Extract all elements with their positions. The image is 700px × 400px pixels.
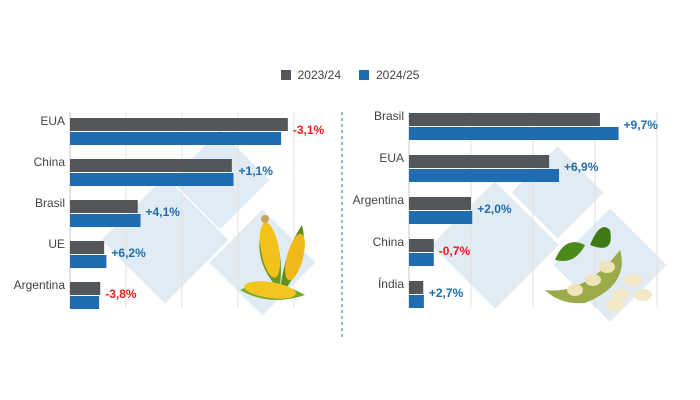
category-label: UE [48, 237, 65, 251]
category-label: Argentina [353, 193, 405, 207]
bar-2024-25 [70, 173, 234, 186]
data-label: +1,1% [239, 164, 274, 178]
bar-2023-24 [70, 159, 232, 172]
bar-2023-24 [409, 197, 471, 210]
bar-2024-25 [409, 253, 434, 266]
category-label: EUA [379, 151, 404, 165]
bar-2024-25 [409, 211, 473, 224]
corn-icon [240, 215, 305, 300]
bar-2024-25 [409, 169, 560, 182]
category-label: Brasil [35, 196, 65, 210]
bar-2023-24 [409, 239, 434, 252]
bar-2023-24 [70, 241, 105, 254]
legend-item-2023-24[interactable]: 2023/24 [280, 68, 341, 82]
data-label: +6,9% [564, 160, 599, 174]
bar-2024-25 [409, 295, 424, 308]
legend: 2023/24 2024/25 [0, 68, 700, 82]
legend-label: 2023/24 [297, 68, 341, 82]
bar-2023-24 [409, 281, 424, 294]
bar-2023-24 [409, 155, 550, 168]
legend-swatch [359, 70, 369, 80]
bar-2024-25 [70, 132, 282, 145]
data-label: -3,8% [105, 287, 137, 301]
category-label: Brasil [374, 109, 404, 123]
data-label: +2,0% [477, 202, 512, 216]
category-label: China [373, 235, 405, 249]
bar-2024-25 [70, 296, 100, 309]
category-label: Índia [378, 276, 404, 291]
data-label: -3,1% [293, 123, 325, 137]
bar-2023-24 [70, 200, 138, 213]
category-label: Argentina [14, 278, 66, 292]
bar-2024-25 [409, 127, 619, 140]
category-label: China [34, 155, 66, 169]
data-label: +6,2% [111, 246, 146, 260]
legend-swatch [280, 70, 291, 80]
data-label: +2,7% [429, 286, 464, 300]
category-label: EUA [40, 114, 65, 128]
data-label: -0,7% [439, 244, 471, 258]
bar-2024-25 [70, 214, 141, 227]
soybean-icon [545, 227, 652, 311]
legend-label: 2024/25 [376, 68, 420, 82]
legend-item-2024-25[interactable]: 2024/25 [359, 68, 419, 82]
bar-2023-24 [70, 282, 101, 295]
bar-2024-25 [70, 255, 107, 268]
data-label: +4,1% [146, 205, 181, 219]
bar-2023-24 [409, 113, 600, 126]
data-label: +9,7% [624, 118, 659, 132]
bar-2023-24 [70, 118, 288, 131]
